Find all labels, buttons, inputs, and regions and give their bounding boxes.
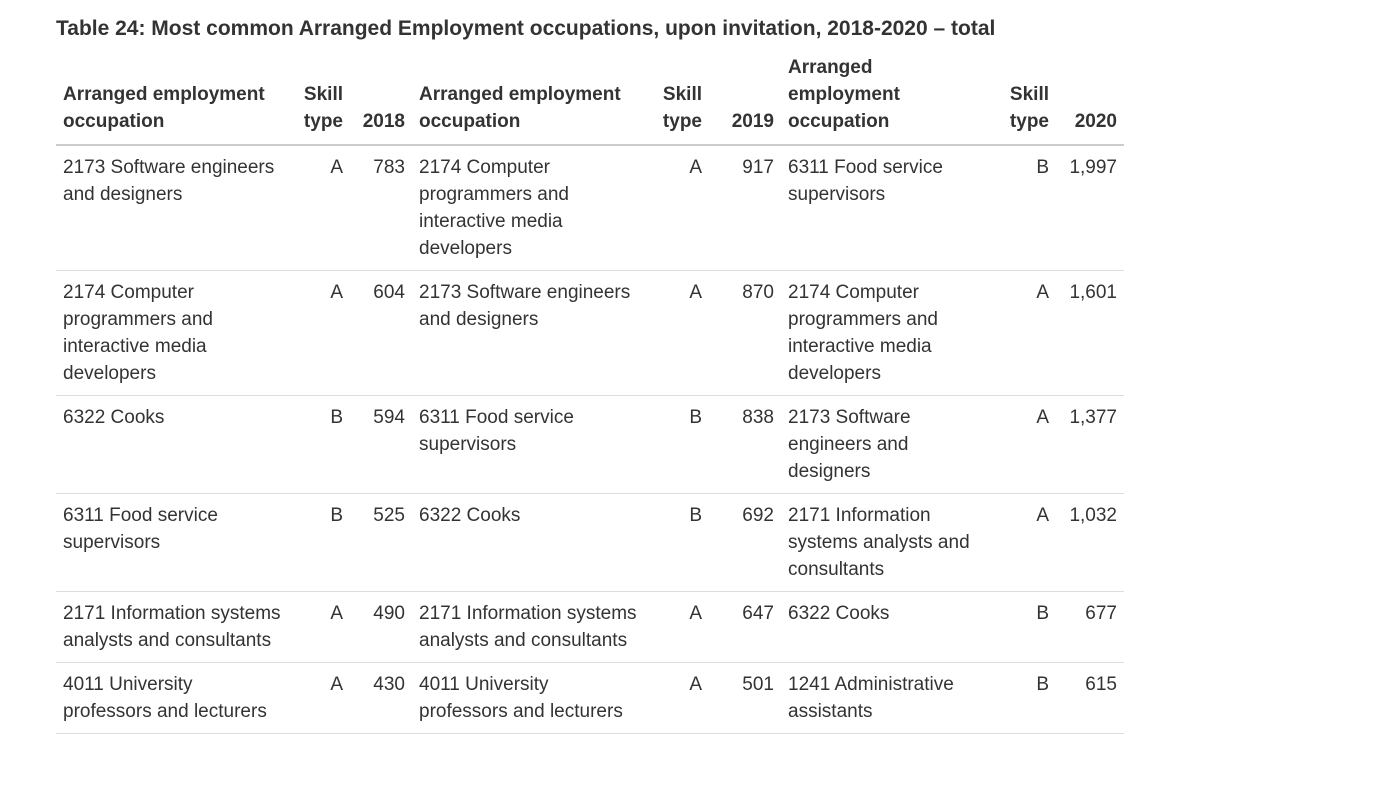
header-occupation-2020: Arranged employment occupation (781, 54, 991, 146)
cell-occupation-2018: 2174 Computer programmers and interactiv… (56, 270, 288, 396)
cell-count-2019: 870 (709, 270, 781, 396)
cell-count-2018: 490 (350, 591, 412, 663)
cell-occupation-2019: 2171 Information systems analysts and co… (412, 591, 647, 663)
cell-occupation-2018: 6311 Food service supervisors (56, 493, 288, 592)
cell-count-2019: 501 (709, 662, 781, 734)
cell-occupation-2018: 2171 Information systems analysts and co… (56, 591, 288, 663)
table-row: 2174 Computer programmers and interactiv… (56, 270, 1124, 396)
cell-occupation-2020: 1241 Administrative assistants (781, 662, 991, 734)
header-skill-type-2019: Skill type (647, 54, 709, 146)
cell-count-2019: 917 (709, 145, 781, 271)
cell-skill-type-2018: A (288, 145, 350, 271)
cell-count-2020: 615 (1056, 662, 1124, 734)
cell-skill-type-2019: A (647, 662, 709, 734)
cell-count-2019: 692 (709, 493, 781, 592)
cell-skill-type-2020: B (991, 591, 1056, 663)
cell-skill-type-2018: A (288, 270, 350, 396)
cell-count-2018: 430 (350, 662, 412, 734)
table-row: 6311 Food service supervisors B 525 6322… (56, 493, 1124, 592)
table-container: Table 24: Most common Arranged Employmen… (56, 14, 1124, 734)
cell-occupation-2020: 6311 Food service supervisors (781, 145, 991, 271)
cell-count-2018: 594 (350, 395, 412, 494)
cell-occupation-2019: 6322 Cooks (412, 493, 647, 592)
table-row: 2173 Software engineers and designers A … (56, 145, 1124, 271)
cell-skill-type-2020: B (991, 662, 1056, 734)
table-row: 6322 Cooks B 594 6311 Food service super… (56, 395, 1124, 494)
cell-occupation-2020: 2173 Software engineers and designers (781, 395, 991, 494)
header-occupation-2018: Arranged employment occupation (56, 54, 288, 146)
cell-skill-type-2019: A (647, 591, 709, 663)
cell-occupation-2020: 2174 Computer programmers and interactiv… (781, 270, 991, 396)
header-year-2019: 2019 (709, 54, 781, 146)
cell-occupation-2019: 2173 Software engineers and designers (412, 270, 647, 396)
table-title: Table 24: Most common Arranged Employmen… (56, 17, 996, 40)
cell-occupation-2018: 6322 Cooks (56, 395, 288, 494)
cell-skill-type-2019: B (647, 395, 709, 494)
cell-count-2019: 838 (709, 395, 781, 494)
cell-count-2018: 525 (350, 493, 412, 592)
cell-count-2020: 1,601 (1056, 270, 1124, 396)
cell-count-2020: 1,032 (1056, 493, 1124, 592)
cell-skill-type-2020: A (991, 395, 1056, 494)
cell-occupation-2019: 2174 Computer programmers and interactiv… (412, 145, 647, 271)
header-skill-type-2018: Skill type (288, 54, 350, 146)
cell-count-2018: 783 (350, 145, 412, 271)
table-row: 2171 Information systems analysts and co… (56, 591, 1124, 663)
cell-occupation-2018: 2173 Software engineers and designers (56, 145, 288, 271)
cell-skill-type-2019: A (647, 270, 709, 396)
cell-count-2020: 1,377 (1056, 395, 1124, 494)
cell-skill-type-2019: B (647, 493, 709, 592)
cell-skill-type-2018: B (288, 493, 350, 592)
table-row: 4011 University professors and lecturers… (56, 662, 1124, 734)
cell-count-2019: 647 (709, 591, 781, 663)
cell-skill-type-2020: A (991, 270, 1056, 396)
cell-skill-type-2020: A (991, 493, 1056, 592)
header-year-2020: 2020 (1056, 54, 1124, 146)
cell-occupation-2020: 6322 Cooks (781, 591, 991, 663)
occupations-table: Arranged employment occupation Skill typ… (56, 54, 1124, 734)
cell-occupation-2020: 2171 Information systems analysts and co… (781, 493, 991, 592)
cell-skill-type-2018: A (288, 662, 350, 734)
cell-occupation-2019: 4011 University professors and lecturers (412, 662, 647, 734)
cell-skill-type-2019: A (647, 145, 709, 271)
cell-occupation-2019: 6311 Food service supervisors (412, 395, 647, 494)
header-year-2018: 2018 (350, 54, 412, 146)
cell-skill-type-2020: B (991, 145, 1056, 271)
header-row: Arranged employment occupation Skill typ… (56, 54, 1124, 146)
header-occupation-2019: Arranged employment occupation (412, 54, 647, 146)
cell-skill-type-2018: A (288, 591, 350, 663)
cell-occupation-2018: 4011 University professors and lecturers (56, 662, 288, 734)
cell-count-2020: 677 (1056, 591, 1124, 663)
header-skill-type-2020: Skill type (991, 54, 1056, 146)
cell-count-2020: 1,997 (1056, 145, 1124, 271)
cell-skill-type-2018: B (288, 395, 350, 494)
cell-count-2018: 604 (350, 270, 412, 396)
